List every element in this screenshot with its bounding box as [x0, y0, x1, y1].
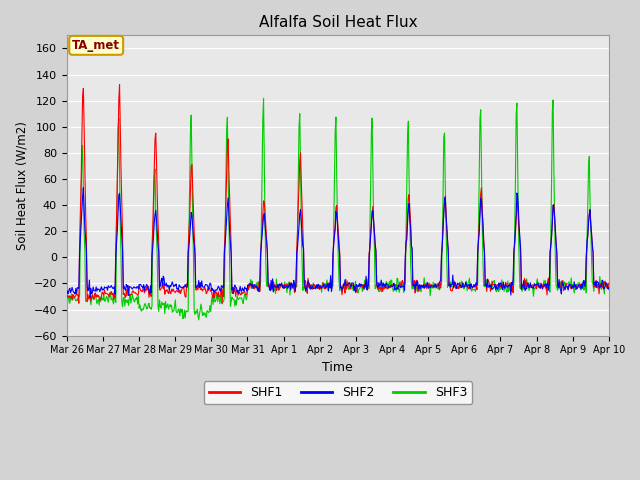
Text: TA_met: TA_met [72, 39, 120, 52]
SHF2 [79, 185, 87, 191]
SHF3 [73, 298, 81, 303]
SHF3 [405, 176, 413, 182]
SHF3 [213, 291, 221, 297]
SHF1 [184, 247, 192, 253]
SHF3 [129, 291, 136, 297]
SHF3 [195, 317, 203, 323]
Line: SHF2: SHF2 [67, 188, 609, 298]
SHF3 [605, 287, 612, 293]
Legend: SHF1, SHF2, SHF3: SHF1, SHF2, SHF3 [204, 382, 472, 405]
Y-axis label: Soil Heat Flux (W/m2): Soil Heat Flux (W/m2) [15, 121, 28, 250]
SHF1 [213, 291, 221, 297]
SHF2 [185, 243, 193, 249]
SHF3 [421, 283, 429, 288]
SHF3 [260, 96, 268, 101]
SHF2 [405, 201, 413, 206]
SHF2 [86, 295, 94, 300]
SHF1 [73, 290, 81, 296]
Line: SHF1: SHF1 [67, 84, 609, 303]
SHF3 [184, 309, 191, 314]
SHF1 [116, 82, 124, 87]
SHF2 [605, 285, 612, 290]
SHF1 [129, 288, 137, 294]
SHF2 [130, 284, 138, 290]
SHF1 [405, 192, 413, 197]
SHF1 [63, 290, 70, 296]
SHF2 [214, 286, 221, 291]
SHF2 [63, 291, 70, 297]
SHF1 [218, 300, 226, 306]
Title: Alfalfa Soil Heat Flux: Alfalfa Soil Heat Flux [259, 15, 417, 30]
SHF1 [421, 282, 429, 288]
SHF1 [605, 280, 612, 286]
Line: SHF3: SHF3 [67, 98, 609, 320]
SHF3 [63, 305, 70, 311]
SHF2 [421, 283, 429, 288]
SHF2 [73, 290, 81, 296]
X-axis label: Time: Time [323, 361, 353, 374]
